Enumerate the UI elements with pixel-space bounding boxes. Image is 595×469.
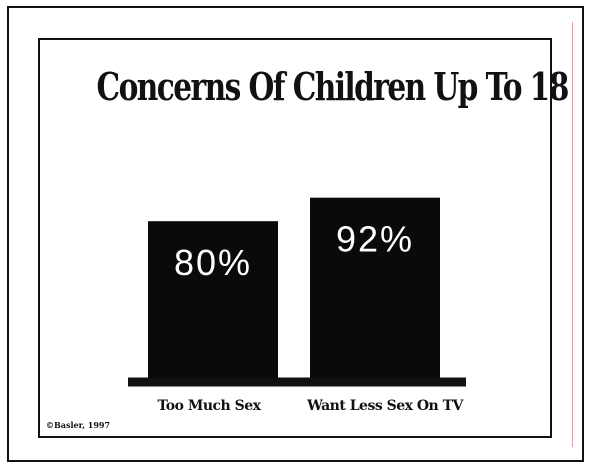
data-label-1: 80% [174, 242, 252, 283]
chart-slide: Concerns Of Children Up To 18 80% 92% Too… [38, 38, 570, 438]
copyright-text: ©Basler, 1997 [46, 420, 111, 430]
chart-title: Concerns Of Children Up To 18 [96, 64, 570, 109]
bar-1 [148, 221, 278, 378]
margin-line [572, 22, 573, 447]
category-label-2: Want Less Sex On TV [306, 398, 464, 414]
category-label-1: Too Much Sex [158, 398, 262, 414]
data-label-2: 92% [336, 219, 414, 260]
bar-2 [310, 197, 440, 378]
bar-chart: 80% 92% Too Much Sex Want Less Sex On TV [128, 197, 466, 414]
